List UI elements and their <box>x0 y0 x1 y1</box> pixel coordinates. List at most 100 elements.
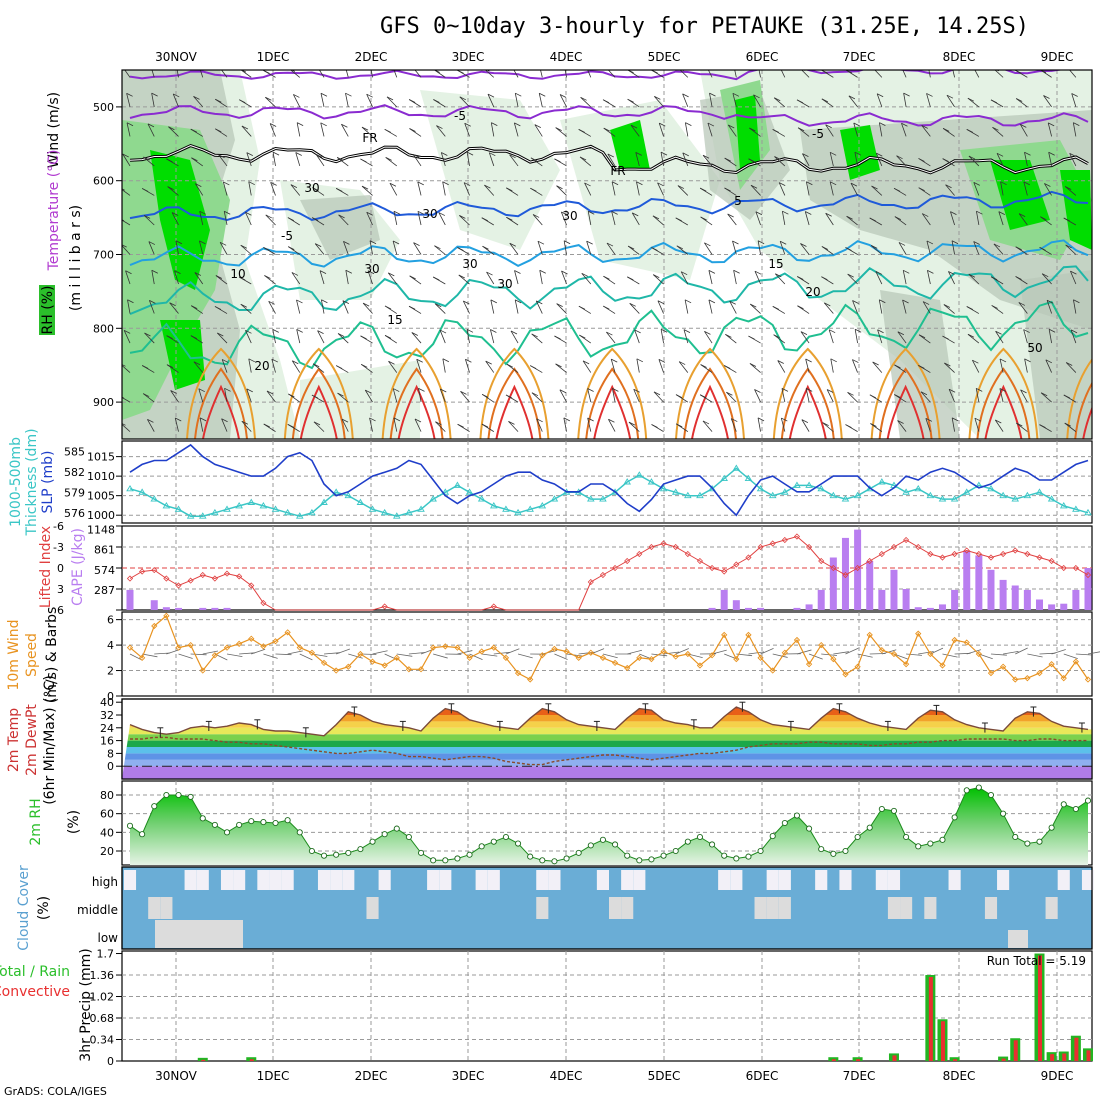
slp-ylabel-slp: SLP (mb) <box>40 450 56 513</box>
wind10-barb <box>663 651 680 655</box>
wind10-point <box>1012 676 1019 683</box>
cloud-mid-cell <box>900 897 913 919</box>
wind-barb <box>264 275 276 285</box>
wind-barb-flag <box>122 244 127 248</box>
wind-barb-flag <box>700 364 707 368</box>
wind-barb <box>631 212 640 226</box>
wind-barb <box>122 189 131 196</box>
wind-barb <box>169 302 179 314</box>
warm-contour <box>691 384 729 439</box>
wind-barb <box>1023 181 1028 196</box>
thickness-point <box>429 495 437 502</box>
wind-barb-flag <box>852 300 859 304</box>
wind-barb-flag <box>296 122 304 127</box>
wind-barb-flag <box>918 187 925 192</box>
wind-barb <box>797 127 810 137</box>
wind10-point <box>211 652 219 659</box>
wind-barb-flag <box>926 93 933 97</box>
wind-barb-flag <box>608 418 615 423</box>
wind-barb-flag <box>509 242 516 247</box>
wind-barb <box>780 70 786 78</box>
wind-barb-flag <box>966 128 973 133</box>
wind-barb-flag <box>968 155 976 160</box>
wind-barb-flag <box>920 391 928 396</box>
wind-barb-flag <box>707 122 715 127</box>
wind-barb-flag <box>263 70 270 74</box>
wind-barb-flag <box>731 418 738 422</box>
wind-barb-flag <box>123 329 131 334</box>
thickness-point <box>962 488 971 495</box>
wind10-barb <box>299 653 313 661</box>
wind-barb-flag <box>315 243 322 247</box>
wind-barb-flag <box>1023 329 1030 333</box>
wind-barb <box>392 240 398 255</box>
cloud-high-cell <box>548 870 561 890</box>
wind-barb-flag <box>998 211 1006 216</box>
slp-ylabel-thick2: 1000-500mb <box>8 437 24 527</box>
wind-barb-flag <box>536 300 543 305</box>
rh2m-point <box>345 849 352 856</box>
wind-barb-flag <box>464 122 471 127</box>
cape-bar <box>757 607 765 610</box>
wind10-point <box>527 676 534 683</box>
wind-barb-flag <box>319 270 327 274</box>
wind-barb-flag <box>847 391 854 396</box>
wind-barb <box>362 302 373 314</box>
wind-barb <box>559 389 567 403</box>
wind-barb-flag <box>143 215 151 219</box>
contour-freezing-inner <box>129 145 1089 174</box>
wind-barb-flag <box>287 217 295 221</box>
wind-barb <box>271 358 276 373</box>
wind10-point <box>672 653 679 660</box>
wind-barb-flag <box>951 64 957 67</box>
wind-barb-flag <box>457 423 464 428</box>
wind10-point <box>963 639 970 646</box>
wind-barb-flag <box>417 210 425 215</box>
wind10-point <box>514 669 522 677</box>
contour-minus5 <box>129 104 1089 127</box>
slp-tick-label: 1010 <box>87 470 115 483</box>
wind10-barb <box>517 653 533 659</box>
wind-barb <box>435 421 446 432</box>
cloud-low-cell <box>155 920 243 948</box>
wind-barb <box>774 156 786 167</box>
wind-barb <box>171 212 179 226</box>
cloud-high-cell <box>596 870 609 890</box>
wind-barb <box>125 270 131 285</box>
rh2m-point <box>502 833 509 841</box>
thickness-point <box>368 505 377 512</box>
precip-total-bar <box>949 1057 960 1061</box>
contour-label: 30 <box>497 277 512 291</box>
rh2m-point <box>381 831 388 838</box>
wind-barb <box>994 419 1004 432</box>
thickness-point <box>853 491 862 499</box>
lifted-index-point <box>381 603 388 610</box>
wind-barb <box>946 94 955 108</box>
wind-barb <box>805 181 810 196</box>
wind-barb-flag <box>539 269 546 274</box>
lifted-index-point <box>599 571 607 579</box>
wind-barb-flag <box>539 92 546 97</box>
wind-barb-flag <box>627 276 634 281</box>
wind10-point <box>308 649 316 656</box>
wind-barb-flag <box>122 66 128 69</box>
wind10-barb <box>808 653 823 660</box>
wind-barb-flag <box>750 184 758 189</box>
wind-barb-flag <box>871 245 878 249</box>
contour-plus15 <box>129 265 1089 316</box>
precip-conv-bar <box>1013 1040 1018 1061</box>
wind-barb-flag <box>775 273 782 278</box>
rh2m-point <box>975 784 982 791</box>
wind-barb-flag <box>797 276 804 280</box>
thickness-point <box>817 484 826 492</box>
wind10-barb <box>433 653 448 659</box>
rh2m-point <box>405 833 412 841</box>
wind-barb <box>850 182 858 196</box>
wind-barb-flag <box>632 212 639 217</box>
wind10-point <box>611 659 619 667</box>
wind-barb-flag <box>248 181 255 186</box>
wind-barb-flag <box>658 359 666 363</box>
wind-barb-flag <box>869 394 877 399</box>
contour-label: 20 <box>254 359 269 373</box>
wind-barb-flag <box>125 270 132 275</box>
